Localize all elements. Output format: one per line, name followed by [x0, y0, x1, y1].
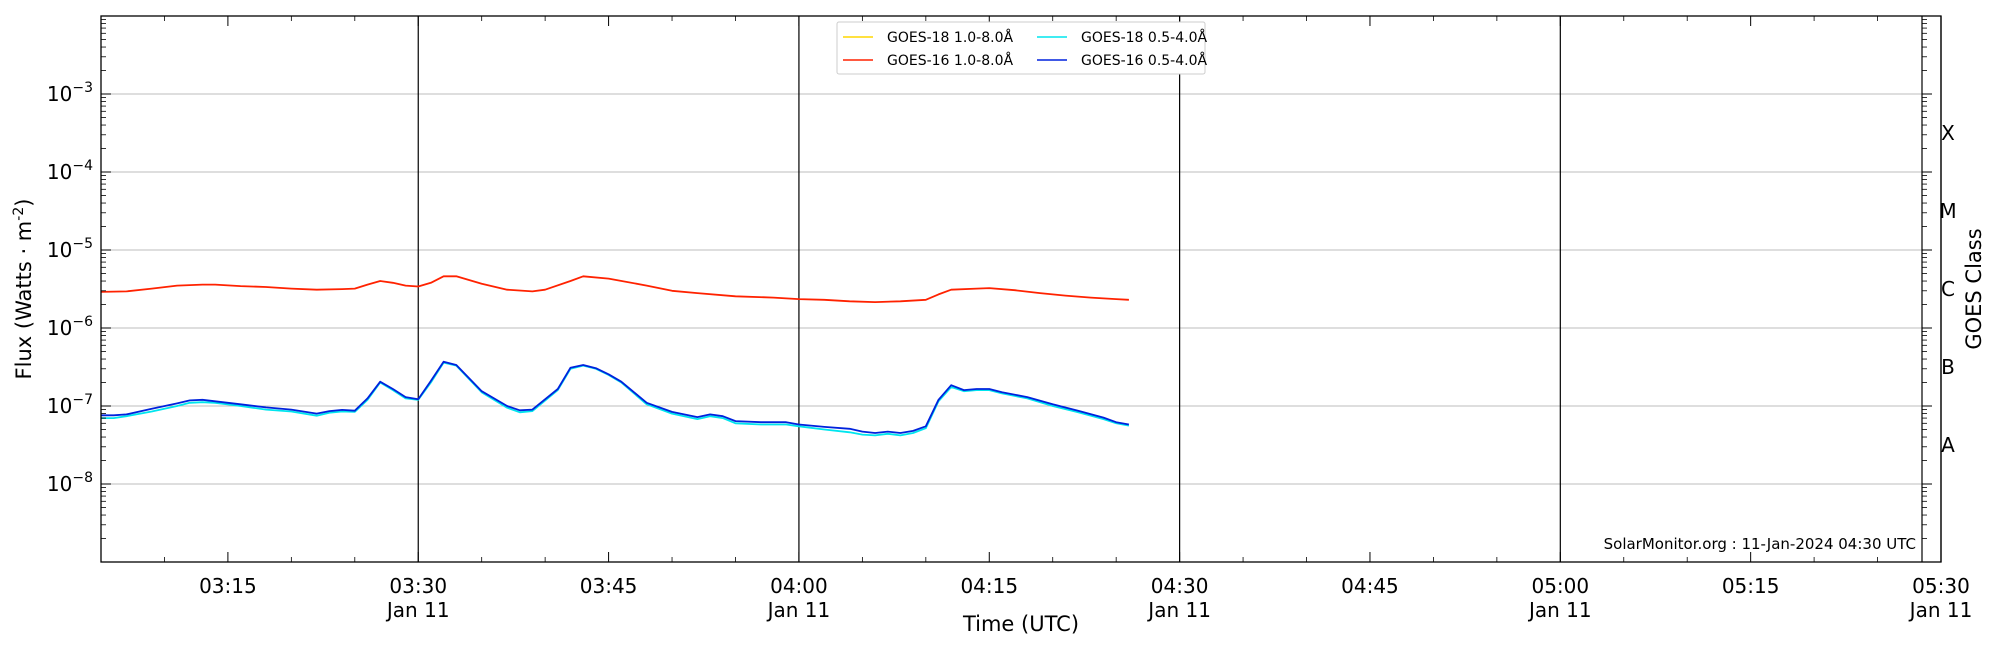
series-line [100, 275, 1129, 304]
grid-layer [101, 93, 1922, 485]
legend-box [836, 21, 1206, 75]
y-tick-exponent: −7 [72, 392, 93, 408]
watermark-text: SolarMonitor.org : 11-Jan-2024 04:30 UTC [1604, 535, 1916, 553]
goes-class-axis-title: GOES Class [1962, 228, 1986, 349]
y-tick-label: 10−8 [47, 470, 93, 496]
x-tick-label: 05:00 [1531, 574, 1589, 598]
legend-label: GOES-18 1.0-8.0Å [887, 29, 1013, 46]
x-tick-label: 03:30 [389, 574, 447, 598]
x-tick-label: 04:15 [960, 574, 1018, 598]
y-tick-base: 10 [47, 82, 72, 106]
series-line [101, 360, 1130, 434]
goes-class-label: A [1941, 433, 1955, 457]
goes-class-label: M [1939, 199, 1956, 223]
x-tick-date-label: Jan 11 [1908, 598, 1973, 622]
y-axis-title-main: Flux (Watts · m [12, 221, 36, 380]
goes-class-label: C [1941, 277, 1955, 301]
x-tick-date-label: Jan 11 [385, 598, 450, 622]
goes-class-label: X [1941, 121, 1955, 145]
y-tick-label: 10−7 [47, 392, 93, 418]
x-tick-label: 03:15 [199, 574, 257, 598]
legend-label: GOES-16 0.5-4.0Å [1081, 52, 1207, 69]
y-tick-base: 10 [47, 160, 72, 184]
y-axis-title-sup: -2 [11, 207, 27, 221]
y-tick-label: 10−4 [47, 158, 93, 184]
y-tick-label: 10−5 [47, 236, 93, 262]
x-tick-label: 05:15 [1722, 574, 1780, 598]
y-tick-base: 10 [47, 394, 72, 418]
y-tick-base: 10 [47, 472, 72, 496]
legend-label: GOES-16 1.0-8.0Å [887, 52, 1013, 69]
y-tick-base: 10 [47, 316, 72, 340]
x-tick-label: 03:45 [580, 574, 638, 598]
y-tick-label: 10−6 [47, 314, 93, 340]
y-tick-exponent: −8 [72, 470, 93, 486]
x-tick-label: 05:30 [1912, 574, 1970, 598]
goes-class-label: B [1941, 355, 1955, 379]
series-line [101, 361, 1130, 437]
y-tick-label: 10−3 [47, 80, 93, 106]
x-axis-title: Time (UTC) [962, 612, 1079, 636]
x-tick-label: 04:45 [1341, 574, 1399, 598]
y-axis-title-end: ) [12, 199, 36, 207]
y-axis-title: Flux (Watts · m-2) [11, 199, 36, 380]
x-tick-date-label: Jan 11 [1146, 598, 1211, 622]
vertical-lines-layer [417, 16, 1942, 562]
y-tick-exponent: −3 [72, 80, 93, 96]
legend: GOES-18 1.0-8.0Å GOES-16 1.0-8.0Å GOES-18 … [836, 21, 1207, 75]
y-tick-exponent: −4 [72, 158, 93, 174]
plot-frame [100, 15, 1942, 563]
x-tick-date-label: Jan 11 [1527, 598, 1592, 622]
x-tick-label: 04:00 [770, 574, 828, 598]
y-tick-exponent: −5 [72, 236, 93, 252]
series-layer [100, 275, 1130, 437]
y-tick-exponent: −6 [72, 314, 93, 330]
legend-label: GOES-18 0.5-4.0Å [1081, 29, 1207, 46]
y-tick-base: 10 [47, 238, 72, 262]
x-tick-label: 04:30 [1151, 574, 1209, 598]
x-tick-date-label: Jan 11 [766, 598, 831, 622]
